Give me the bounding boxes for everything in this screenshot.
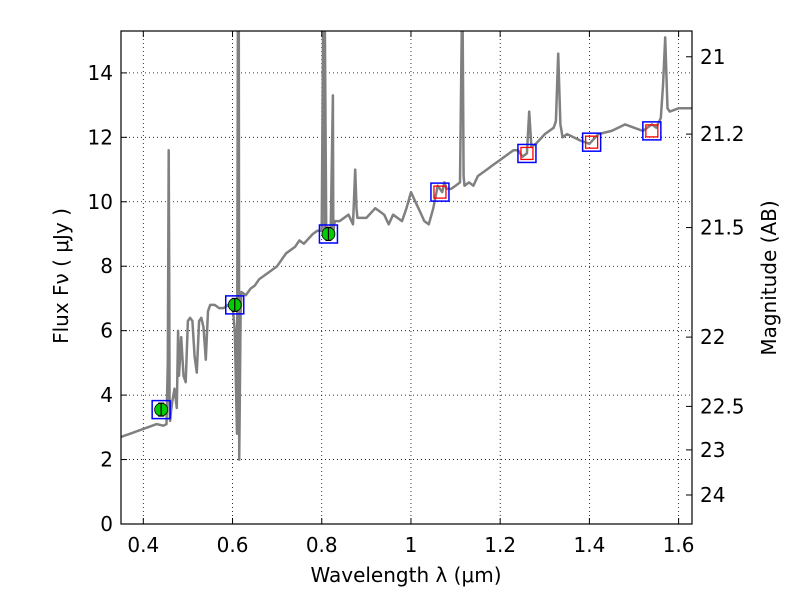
right-tick-label: 21.2 xyxy=(700,122,745,146)
x-axis: 0.4 0.6 0.8 1 1.2 1.4 1.6 xyxy=(127,31,695,557)
right-tick-label: 21 xyxy=(700,45,725,69)
upper-limit-square xyxy=(584,135,599,149)
y-tick-label: 8 xyxy=(100,254,113,278)
y-tick-label: 12 xyxy=(88,125,113,149)
upper-limit-square xyxy=(433,185,447,199)
y-tick-label: 14 xyxy=(88,61,113,85)
model-photometry-square xyxy=(318,224,339,244)
y-tick-label: 2 xyxy=(100,448,113,472)
y-axis-left: 0 2 4 6 8 10 12 14 xyxy=(88,61,127,536)
right-tick-label: 24 xyxy=(700,483,725,507)
model-photometry-square xyxy=(430,182,450,202)
x-tick-label: 0.4 xyxy=(127,533,159,557)
upper-limit-square xyxy=(520,146,534,161)
y-tick-label: 6 xyxy=(100,319,113,343)
x-tick-label: 1.2 xyxy=(484,533,516,557)
model-photometry-square xyxy=(581,132,602,152)
grid xyxy=(121,31,692,525)
y-axis-title: Flux Fν ( μJy ) xyxy=(49,208,73,344)
right-tick-label: 21.5 xyxy=(700,216,745,240)
x-tick-label: 0.6 xyxy=(217,533,249,557)
upper-limit-square xyxy=(645,124,659,138)
model-photometry-square xyxy=(225,295,245,315)
x-tick-label: 1 xyxy=(405,533,418,557)
markers-layer xyxy=(151,121,662,420)
plot-frame xyxy=(120,30,693,525)
y-tick-label: 4 xyxy=(100,383,113,407)
right-tick-label: 22 xyxy=(700,325,725,349)
model-photometry-square xyxy=(642,121,662,141)
right-tick-label: 22.5 xyxy=(700,394,745,418)
model-photometry-square xyxy=(517,143,537,164)
x-axis-title: Wavelength λ (μm) xyxy=(310,563,501,587)
x-tick-label: 1.4 xyxy=(573,533,605,557)
x-tick-label: 1.6 xyxy=(663,533,695,557)
x-tick-label: 0.8 xyxy=(306,533,338,557)
model-photometry-square xyxy=(151,399,171,420)
spectrum-line xyxy=(121,31,692,461)
y-axis-right: 21 21.2 21.5 22 22.5 23 24 xyxy=(686,45,745,507)
y-axis-right-title: Magnitude (AB) xyxy=(757,200,781,355)
y-tick-label: 10 xyxy=(88,190,113,214)
spectrum-layer xyxy=(121,31,692,461)
y-tick-label: 0 xyxy=(100,512,113,536)
right-tick-label: 23 xyxy=(700,438,725,462)
